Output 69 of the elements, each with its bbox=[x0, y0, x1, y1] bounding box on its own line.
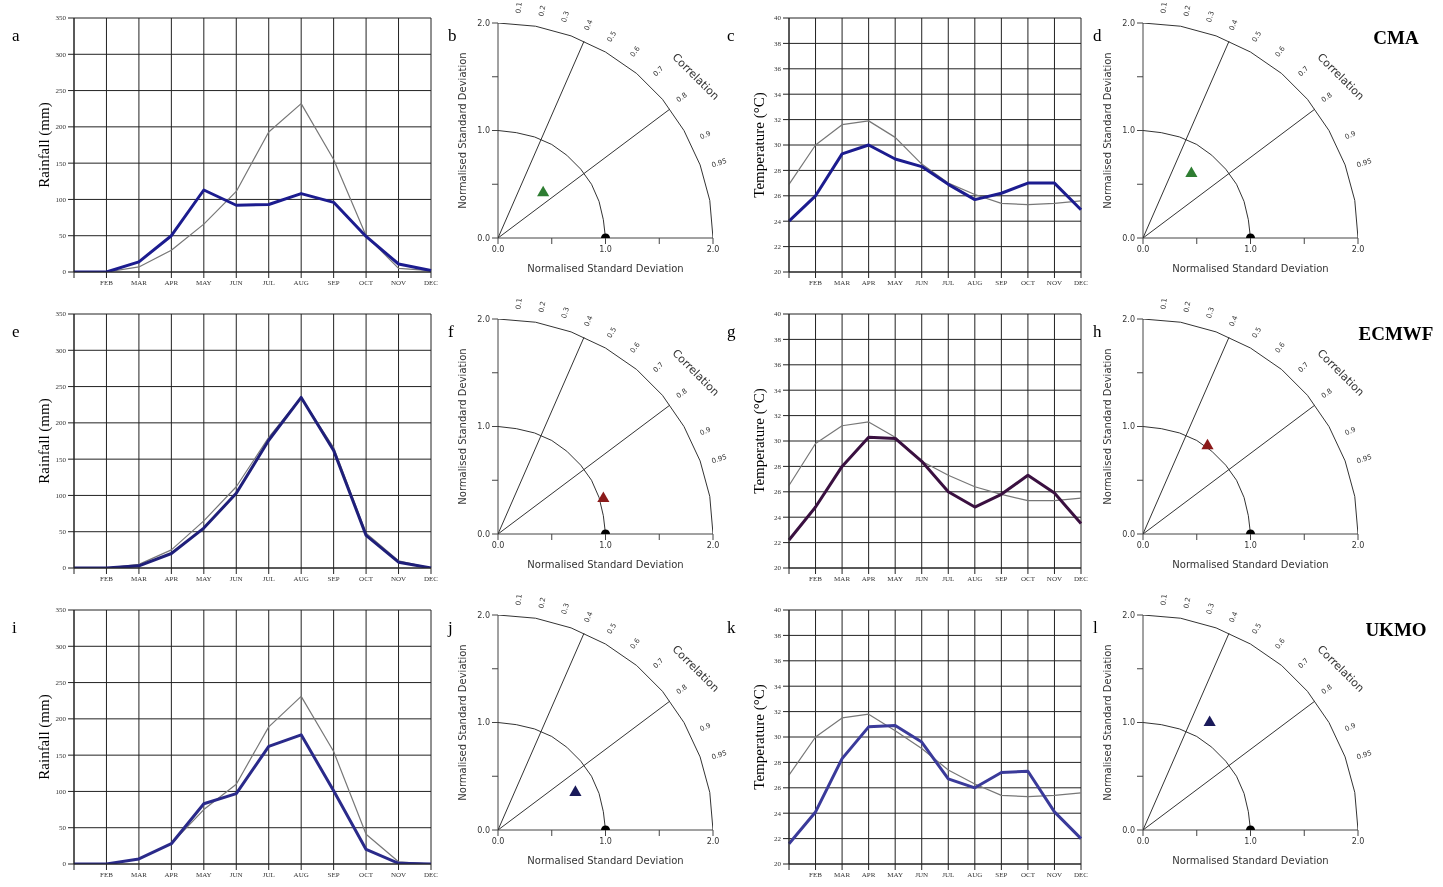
x-tick-label: 0.0 bbox=[1136, 836, 1150, 846]
y-axis-title: Temperature (°C) bbox=[751, 92, 769, 198]
x-tick-label: 0.0 bbox=[1136, 540, 1150, 550]
text: i bbox=[12, 618, 17, 638]
text: CMA bbox=[1373, 27, 1419, 48]
x-axis-title: Normalised Standard Deviation bbox=[527, 559, 684, 570]
x-tick-label: 2.0 bbox=[1351, 836, 1365, 846]
text: b bbox=[448, 26, 457, 46]
text: UKMO bbox=[1365, 619, 1427, 640]
y-axis-title: Rainfall (mm) bbox=[36, 694, 54, 780]
x-tick-label: 2.0 bbox=[706, 244, 720, 254]
y-axis-title: Normalised Standard Deviation bbox=[1101, 644, 1113, 801]
text: g bbox=[727, 322, 736, 342]
text: j bbox=[448, 618, 453, 638]
x-axis-title: Normalised Standard Deviation bbox=[1172, 559, 1329, 570]
x-axis-title: Normalised Standard Deviation bbox=[1172, 263, 1329, 274]
x-tick-label: 0.0 bbox=[491, 540, 505, 550]
x-tick-label: 1.0 bbox=[599, 836, 612, 846]
y-tick-label: 0.0 bbox=[477, 825, 490, 835]
x-axis-title: Normalised Standard Deviation bbox=[527, 855, 684, 866]
x-axis-title: Normalised Standard Deviation bbox=[527, 263, 684, 274]
x-tick-label: 1.0 bbox=[599, 244, 612, 254]
y-tick-label: 0.0 bbox=[1122, 233, 1135, 243]
text: e bbox=[12, 322, 20, 342]
y-tick-label: 1.0 bbox=[1122, 718, 1135, 728]
text: f bbox=[448, 322, 454, 342]
x-tick-label: 0.0 bbox=[1136, 244, 1150, 254]
x-tick-label: 1.0 bbox=[1244, 540, 1257, 550]
x-tick-label: 2.0 bbox=[706, 540, 720, 550]
x-tick-label: 1.0 bbox=[1244, 836, 1257, 846]
y-axis-title: Rainfall (mm) bbox=[36, 102, 54, 188]
y-axis-title: Normalised Standard Deviation bbox=[1101, 52, 1113, 209]
y-axis-title: Normalised Standard Deviation bbox=[456, 52, 468, 209]
x-tick-label: 0.0 bbox=[491, 836, 505, 846]
y-axis-title: Normalised Standard Deviation bbox=[456, 644, 468, 801]
y-axis-title: Temperature (°C) bbox=[751, 684, 769, 790]
y-tick-label: 2.0 bbox=[477, 18, 490, 28]
text: a bbox=[12, 26, 20, 46]
x-axis-title: Normalised Standard Deviation bbox=[1172, 855, 1329, 866]
y-tick-label: 2.0 bbox=[477, 610, 490, 620]
text: ECMWF bbox=[1358, 323, 1434, 344]
text: l bbox=[1093, 618, 1098, 638]
y-axis-title: Normalised Standard Deviation bbox=[1101, 348, 1113, 505]
x-tick-label: 1.0 bbox=[1244, 244, 1257, 254]
y-tick-label: 1.0 bbox=[477, 422, 490, 432]
x-tick-label: 2.0 bbox=[706, 836, 720, 846]
text: k bbox=[727, 618, 736, 638]
x-tick-label: 2.0 bbox=[1351, 540, 1365, 550]
y-tick-label: 1.0 bbox=[1122, 422, 1135, 432]
x-tick-label: 1.0 bbox=[599, 540, 612, 550]
text: d bbox=[1093, 26, 1102, 46]
y-tick-label: 1.0 bbox=[1122, 126, 1135, 136]
y-tick-label: 0.0 bbox=[477, 233, 490, 243]
x-tick-label: 2.0 bbox=[1351, 244, 1365, 254]
y-tick-label: 2.0 bbox=[477, 314, 490, 324]
y-axis-title: Normalised Standard Deviation bbox=[456, 348, 468, 505]
text: h bbox=[1093, 322, 1102, 342]
y-tick-label: 2.0 bbox=[1122, 314, 1135, 324]
y-axis-title: Temperature (°C) bbox=[751, 388, 769, 494]
y-tick-label: 0.0 bbox=[1122, 825, 1135, 835]
y-tick-label: 0.0 bbox=[1122, 529, 1135, 539]
y-axis-title: Rainfall (mm) bbox=[36, 398, 54, 484]
x-tick-label: 0.0 bbox=[491, 244, 505, 254]
y-tick-label: 1.0 bbox=[477, 718, 490, 728]
y-tick-label: 2.0 bbox=[1122, 18, 1135, 28]
y-tick-label: 0.0 bbox=[477, 529, 490, 539]
text: c bbox=[727, 26, 735, 46]
y-tick-label: 1.0 bbox=[477, 126, 490, 136]
y-tick-label: 2.0 bbox=[1122, 610, 1135, 620]
